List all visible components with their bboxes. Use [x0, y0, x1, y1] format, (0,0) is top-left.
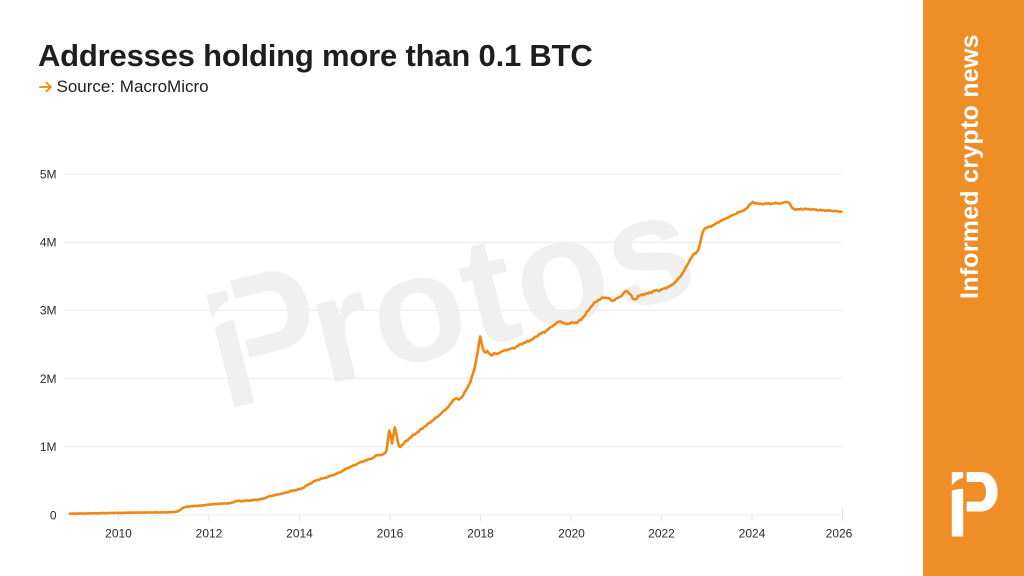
svg-text:2012: 2012: [196, 527, 223, 541]
svg-text:2016: 2016: [377, 527, 404, 541]
svg-text:0: 0: [50, 508, 57, 522]
svg-text:2M: 2M: [40, 372, 57, 386]
svg-text:2024: 2024: [739, 527, 766, 541]
svg-text:5M: 5M: [40, 167, 57, 181]
svg-text:2018: 2018: [467, 527, 494, 541]
svg-text:2014: 2014: [286, 527, 313, 541]
svg-text:3M: 3M: [40, 304, 57, 318]
svg-text:2026: 2026: [826, 527, 853, 541]
svg-text:4M: 4M: [40, 236, 57, 250]
svg-text:2010: 2010: [105, 527, 132, 541]
svg-text:2022: 2022: [648, 527, 675, 541]
svg-text:1M: 1M: [40, 440, 57, 454]
svg-text:2020: 2020: [558, 527, 585, 541]
